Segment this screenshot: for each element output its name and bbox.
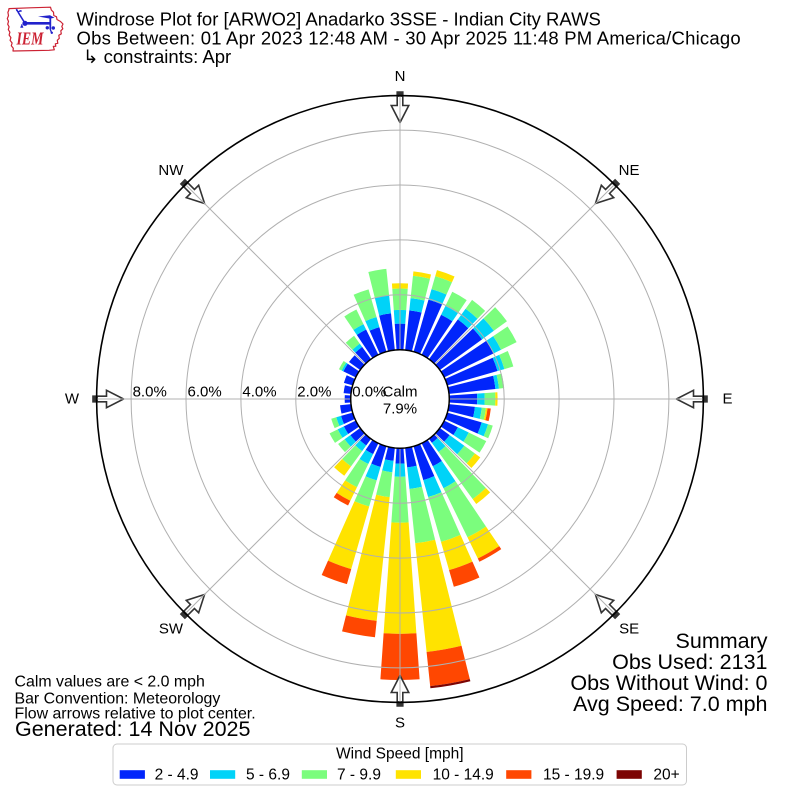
svg-text:2 - 4.9: 2 - 4.9 [155,767,199,784]
svg-text:Summary: Summary [676,629,768,653]
svg-text:Obs Without Wind: 0: Obs Without Wind: 0 [570,671,767,695]
svg-text:E: E [722,391,732,408]
svg-text:S: S [395,715,405,732]
svg-text:↳ constraints: Apr: ↳ constraints: Apr [83,46,231,67]
svg-text:8.0%: 8.0% [133,384,167,401]
svg-text:4.0%: 4.0% [242,384,276,401]
svg-text:Generated: 14 Nov 2025: Generated: 14 Nov 2025 [15,717,251,741]
svg-text:NW: NW [158,162,184,179]
svg-text:SW: SW [159,620,184,637]
svg-text:7 - 9.9: 7 - 9.9 [337,767,381,784]
svg-text:0.0%: 0.0% [352,384,386,401]
svg-text:6.0%: 6.0% [188,384,222,401]
svg-text:W: W [65,391,80,408]
svg-text:Avg Speed: 7.0 mph: Avg Speed: 7.0 mph [573,692,767,716]
svg-text:20+: 20+ [653,767,679,784]
svg-text:Calm: Calm [382,384,417,401]
svg-text:10 - 14.9: 10 - 14.9 [433,767,494,784]
svg-text:Flow arrows relative to plot c: Flow arrows relative to plot center. [15,706,256,723]
svg-text:Wind Speed [mph]: Wind Speed [mph] [336,746,464,763]
svg-text:Obs Used: 2131: Obs Used: 2131 [612,650,767,674]
svg-text:N: N [395,68,406,85]
svg-text:Calm values are < 2.0 mph: Calm values are < 2.0 mph [15,674,205,691]
svg-text:NE: NE [619,162,640,179]
svg-text:15 - 19.9: 15 - 19.9 [543,767,604,784]
svg-text:Bar Convention: Meteorology: Bar Convention: Meteorology [15,691,221,708]
svg-text:SE: SE [619,620,639,637]
svg-text:Windrose Plot for [ARWO2] Anad: Windrose Plot for [ARWO2] Anadarko 3SSE … [77,9,601,30]
svg-text:Obs Between: 01 Apr 2023 12:48: Obs Between: 01 Apr 2023 12:48 AM - 30 A… [77,28,741,49]
svg-text:2.0%: 2.0% [297,384,331,401]
svg-text:7.9%: 7.9% [383,401,417,418]
svg-text:5 - 6.9: 5 - 6.9 [246,767,290,784]
svg-text:IEM: IEM [16,29,45,49]
